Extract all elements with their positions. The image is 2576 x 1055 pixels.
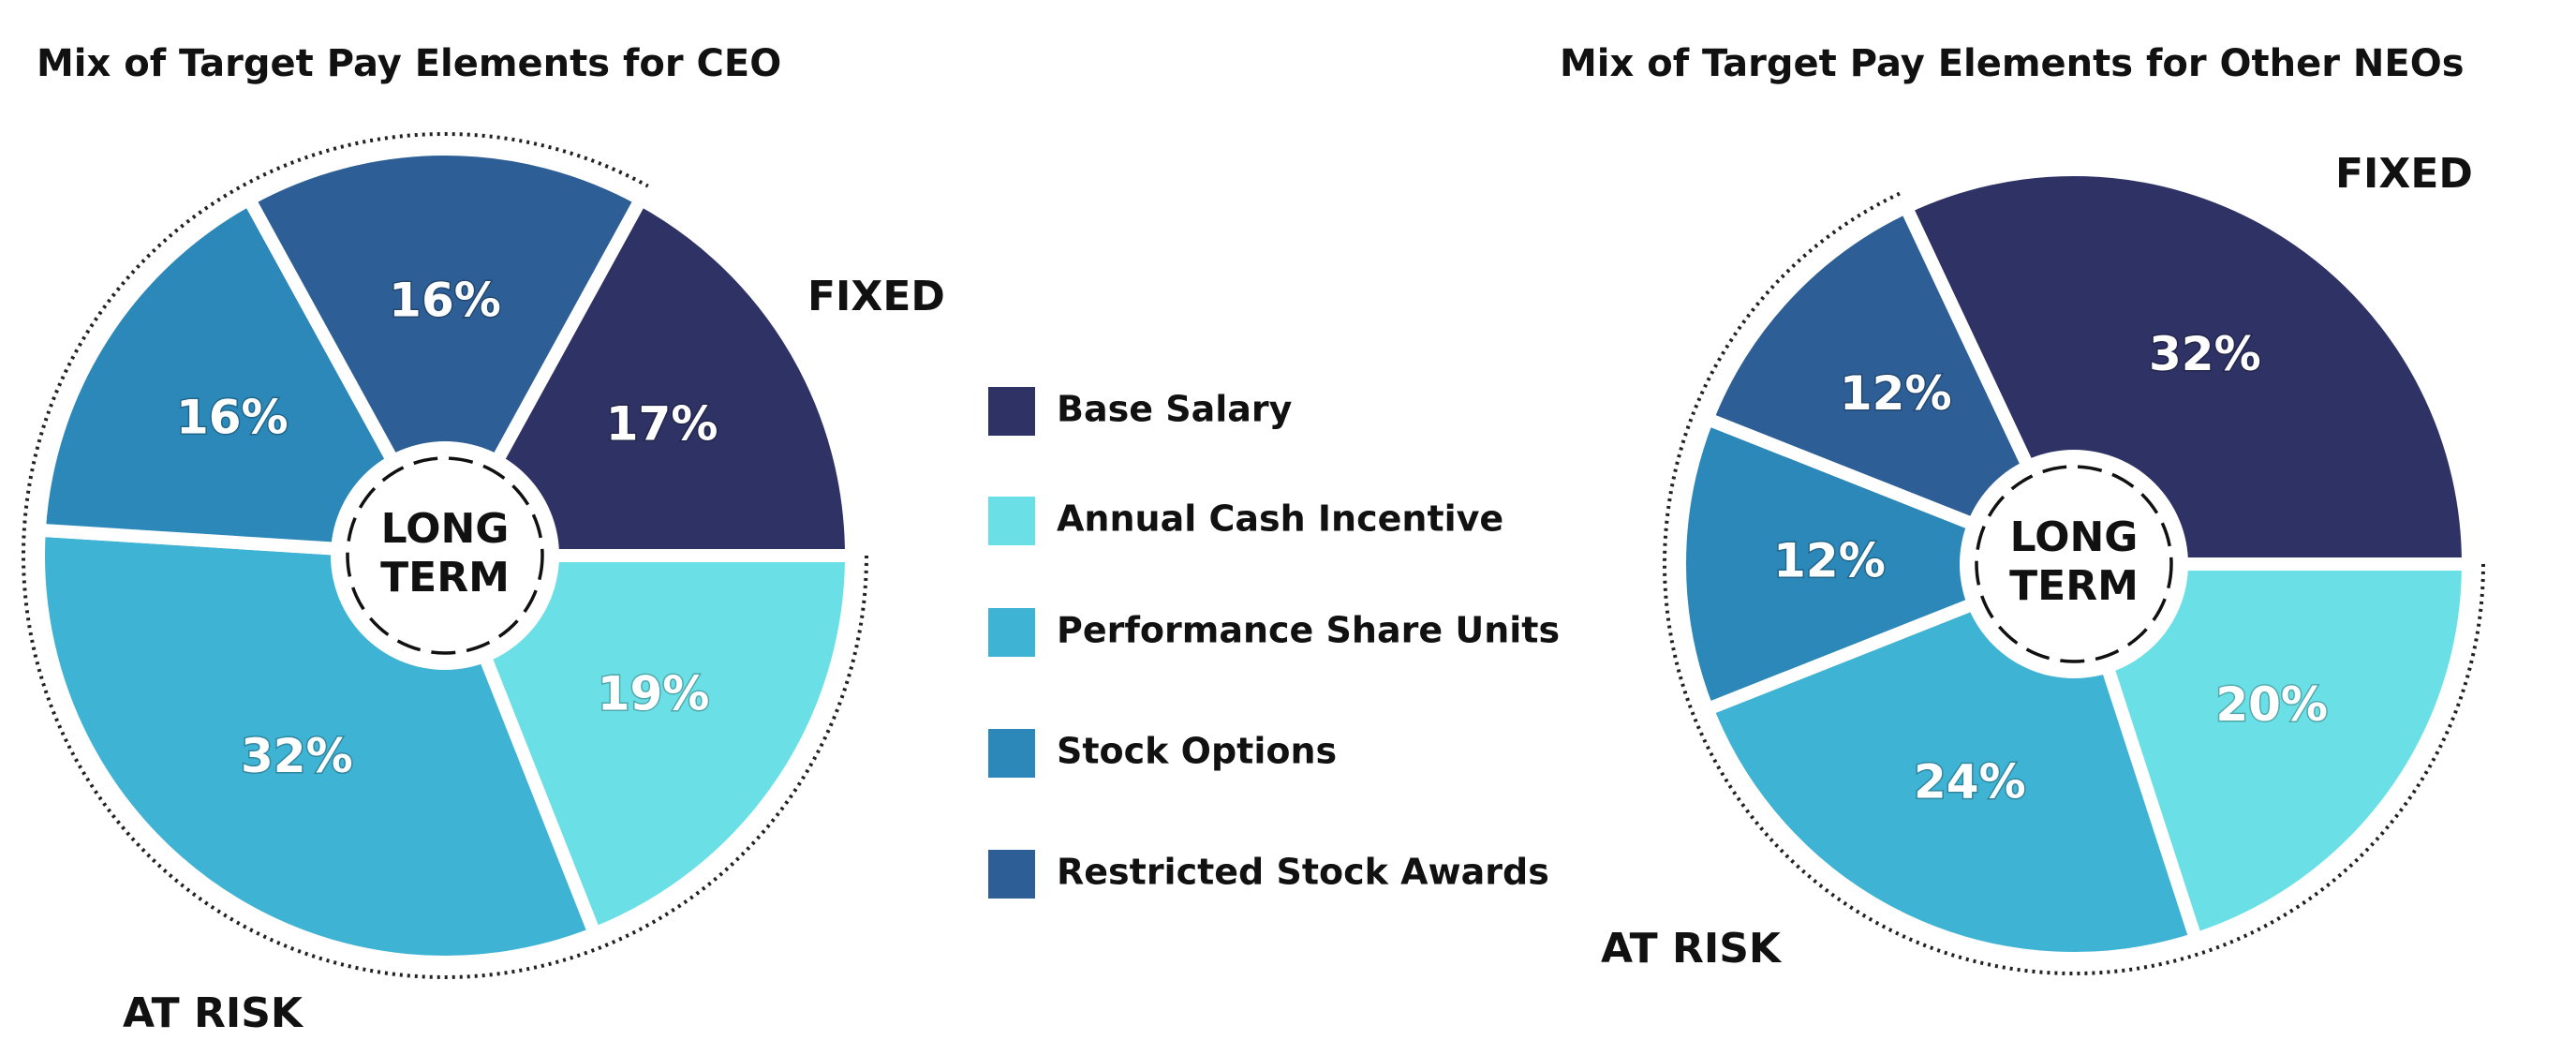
- legend-label: Base Salary: [1057, 389, 1293, 430]
- legend-label: Restricted Stock Awards: [1057, 852, 1549, 893]
- pie-slice: [434, 190, 859, 562]
- center-label: LONG TERM: [380, 505, 510, 602]
- data-label: 12%: [1840, 366, 1952, 421]
- legend-swatch: [988, 850, 1035, 899]
- pie-slice: [1673, 409, 2093, 719]
- pie-slice: [32, 190, 457, 563]
- legend-label: Performance Share Units: [1057, 610, 1560, 651]
- chart-title: Mix of Target Pay Elements for Other NEO…: [1560, 42, 2465, 85]
- data-label: 24%: [1914, 755, 2026, 810]
- annotation: FIXED: [807, 273, 945, 320]
- legend-swatch: [988, 608, 1035, 657]
- pie-slice: [435, 549, 859, 943]
- pie-slice: [240, 142, 650, 570]
- data-label: 19%: [598, 667, 710, 721]
- legend-swatch: [988, 497, 1035, 545]
- annotation: AT RISK: [123, 989, 304, 1037]
- chart-title: Mix of Target Pay Elements for CEO: [37, 42, 781, 85]
- pie-slice: [1698, 198, 2087, 577]
- center-circle: [331, 441, 559, 670]
- center-dashed-ring: [346, 456, 544, 655]
- data-label: 17%: [606, 397, 718, 452]
- legend-swatch: [988, 729, 1035, 778]
- data-label: 16%: [176, 390, 289, 444]
- data-label: 32%: [241, 729, 353, 783]
- data-label: 20%: [2215, 677, 2328, 732]
- center-label: LONG TERM: [2009, 513, 2139, 610]
- center-circle: [1960, 450, 2188, 678]
- data-label: 32%: [2149, 327, 2261, 381]
- data-label: 12%: [1773, 534, 1886, 588]
- data-label: 16%: [389, 273, 501, 327]
- pie-slice: [2065, 557, 2476, 948]
- annotation: AT RISK: [1601, 925, 1783, 973]
- center-dashed-ring: [1975, 465, 2173, 663]
- legend-label: Stock Options: [1057, 731, 1337, 772]
- annotation: FIXED: [2335, 150, 2473, 198]
- legend-swatch: [988, 387, 1035, 436]
- legend-label: Annual Cash Incentive: [1057, 498, 1503, 540]
